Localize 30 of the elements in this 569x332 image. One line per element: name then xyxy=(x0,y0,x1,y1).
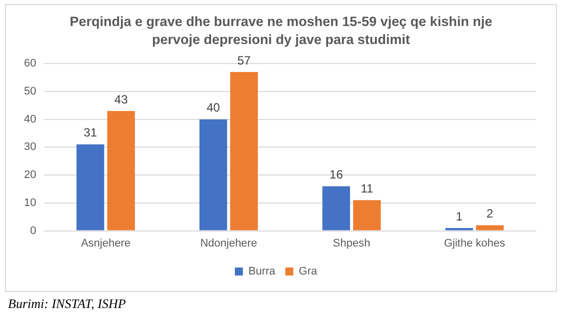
data-label: 43 xyxy=(114,92,128,106)
y-tick-label: 40 xyxy=(24,113,36,126)
bar xyxy=(353,200,381,230)
data-label: 11 xyxy=(360,181,374,196)
x-tick-label: Asnjehere xyxy=(80,237,130,250)
data-label: 40 xyxy=(206,100,220,115)
text: Burimi: INSTAT, ISHP xyxy=(8,296,126,312)
bar xyxy=(199,119,228,230)
y-tick-label: 60 xyxy=(24,58,36,70)
data-label: 1 xyxy=(456,209,463,224)
data-label: 2 xyxy=(486,206,494,221)
y-tick-label: 10 xyxy=(24,196,36,209)
y-tick-label: 30 xyxy=(24,141,36,154)
bar xyxy=(230,72,258,230)
bar xyxy=(76,144,104,230)
x-tick-label: Shpesh xyxy=(332,237,370,250)
y-tick-label: 20 xyxy=(24,169,36,182)
data-label: 57 xyxy=(237,53,252,68)
y-tick-label: 50 xyxy=(24,86,36,98)
bar xyxy=(476,225,504,230)
data-label: 16 xyxy=(330,168,344,182)
bar xyxy=(107,110,135,230)
y-tick-label: 0 xyxy=(30,224,36,237)
chart-title: Perqindja e grave dhe burrave ne moshen 15-59 vjeç qe kishin nje pervoje depresioni dy jave para studimit xyxy=(68,13,494,49)
x-tick-label: Gjithe kohes xyxy=(444,237,506,250)
data-label: 31 xyxy=(84,126,98,140)
bar xyxy=(322,186,350,230)
legend-label: Burra xyxy=(248,266,276,278)
x-tick-label: Ndonjehere xyxy=(200,237,258,250)
legend-label: Gra xyxy=(298,266,318,278)
